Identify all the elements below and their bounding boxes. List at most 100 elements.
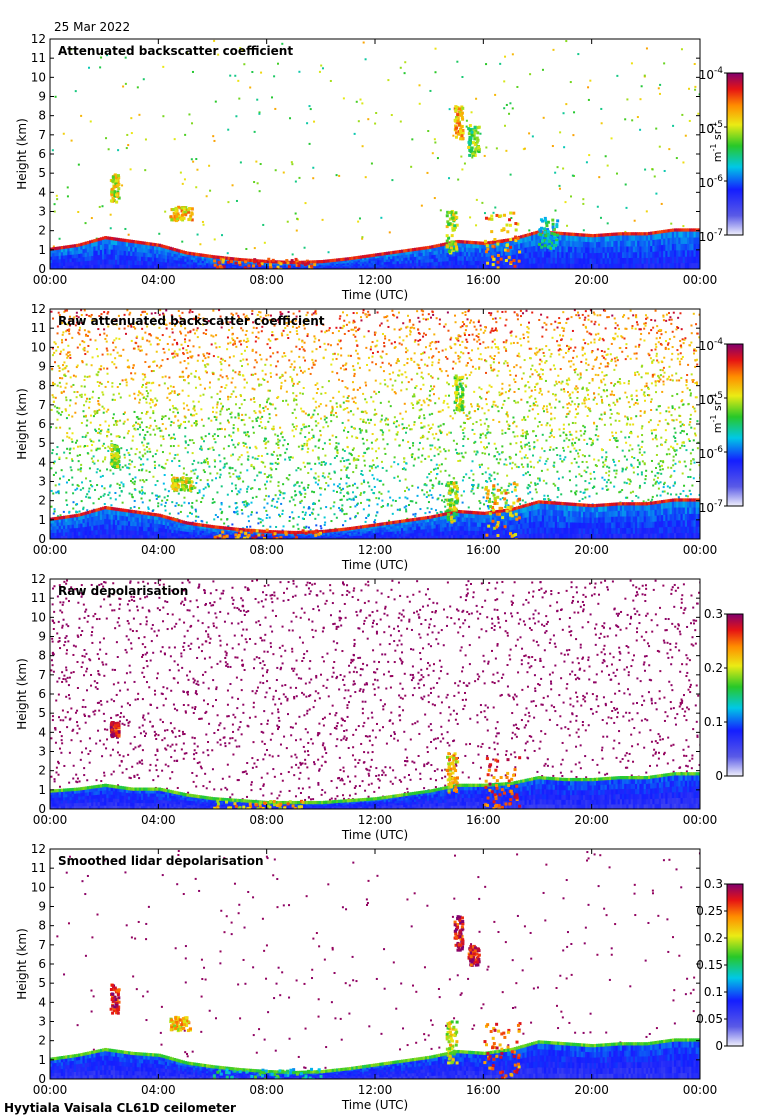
noise-cell bbox=[668, 148, 671, 151]
noise-cell bbox=[525, 443, 528, 446]
cloud-cell bbox=[290, 259, 294, 263]
aerosol-cell bbox=[463, 260, 467, 266]
aerosol-cell bbox=[585, 257, 588, 264]
noise-cell bbox=[545, 360, 548, 363]
aerosol-cell bbox=[474, 251, 478, 257]
noise-cell bbox=[650, 318, 653, 321]
noise-cell bbox=[353, 132, 356, 135]
noise-cell bbox=[534, 388, 537, 391]
aerosol-cell bbox=[180, 263, 183, 267]
noise-cell bbox=[448, 108, 451, 111]
noise-cell bbox=[52, 462, 55, 465]
aerosol-cell bbox=[431, 254, 435, 259]
aerosol-cell bbox=[578, 263, 582, 269]
aerosol-cell bbox=[687, 262, 690, 269]
noise-cell bbox=[248, 416, 251, 419]
aerosol-cell bbox=[515, 248, 519, 255]
noise-cell bbox=[163, 351, 166, 354]
aerosol-cell bbox=[485, 264, 489, 269]
aerosol-cell bbox=[492, 247, 495, 253]
noise-cell bbox=[138, 113, 141, 116]
noise-cell bbox=[338, 483, 341, 486]
aerosol-cell bbox=[301, 266, 305, 269]
noise-cell bbox=[169, 392, 172, 395]
cloud-cell bbox=[490, 217, 494, 221]
aerosol-cell bbox=[136, 247, 140, 253]
noise-cell bbox=[483, 412, 486, 415]
aerosol-cell bbox=[169, 262, 172, 267]
aerosol-cell bbox=[104, 258, 107, 265]
layer-top-cell bbox=[385, 251, 389, 256]
aerosol-cell bbox=[355, 263, 359, 266]
aerosol-cell bbox=[314, 265, 318, 268]
noise-cell bbox=[251, 349, 254, 352]
aerosol-cell bbox=[559, 257, 562, 264]
aerosol-cell bbox=[108, 263, 112, 269]
noise-cell bbox=[322, 357, 325, 360]
cloud-cell bbox=[446, 220, 450, 224]
aerosol-cell bbox=[390, 261, 393, 265]
layer-top-cell bbox=[604, 233, 608, 237]
aerosol-cell bbox=[559, 251, 562, 258]
aerosol-cell bbox=[342, 261, 346, 264]
noise-cell bbox=[685, 384, 688, 387]
noise-cell bbox=[241, 512, 244, 515]
noise-cell bbox=[471, 333, 474, 336]
noise-cell bbox=[279, 426, 282, 429]
noise-cell bbox=[271, 499, 274, 502]
noise-cell bbox=[470, 403, 473, 406]
layer-top-cell bbox=[559, 231, 562, 236]
noise-cell bbox=[242, 444, 245, 447]
aerosol-cell bbox=[71, 250, 75, 255]
aerosol-cell bbox=[414, 262, 417, 267]
noise-cell bbox=[80, 395, 83, 398]
aerosol-cell bbox=[58, 252, 62, 256]
aerosol-cell bbox=[173, 250, 177, 254]
aerosol-cell bbox=[91, 251, 94, 257]
layer-top-cell bbox=[357, 255, 361, 259]
noise-cell bbox=[416, 372, 419, 375]
aerosol-cell bbox=[314, 267, 318, 269]
noise-cell bbox=[67, 370, 70, 373]
noise-cell bbox=[689, 452, 692, 455]
noise-cell bbox=[119, 396, 122, 399]
aerosol-cell bbox=[637, 251, 640, 258]
aerosol-cell bbox=[635, 251, 638, 258]
layer-top-cell bbox=[457, 239, 461, 244]
aerosol-cell bbox=[262, 263, 266, 265]
noise-cell bbox=[426, 507, 429, 510]
noise-cell bbox=[209, 189, 212, 192]
cloud-cell bbox=[543, 236, 547, 240]
noise-cell bbox=[93, 462, 96, 465]
aerosol-cell bbox=[580, 252, 584, 259]
aerosol-cell bbox=[327, 267, 331, 269]
aerosol-cell bbox=[650, 257, 653, 264]
noise-cell bbox=[542, 351, 545, 354]
noise-cell bbox=[595, 425, 598, 428]
noise-cell bbox=[83, 379, 86, 382]
aerosol-cell bbox=[73, 246, 77, 251]
aerosol-cell bbox=[329, 263, 333, 266]
noise-cell bbox=[629, 480, 632, 483]
cloud-cell bbox=[468, 124, 472, 128]
cloud-cell bbox=[453, 224, 457, 228]
noise-cell bbox=[478, 499, 481, 502]
aerosol-cell bbox=[531, 240, 534, 247]
noise-cell bbox=[420, 309, 423, 312]
aerosol-cell bbox=[359, 267, 363, 269]
aerosol-cell bbox=[522, 258, 526, 265]
noise-cell bbox=[436, 157, 439, 160]
aerosol-cell bbox=[695, 249, 699, 257]
noise-cell bbox=[457, 357, 460, 360]
noise-cell bbox=[253, 366, 256, 369]
aerosol-cell bbox=[318, 265, 322, 268]
aerosol-cell bbox=[648, 234, 651, 241]
noise-cell bbox=[361, 473, 364, 476]
noise-cell bbox=[380, 492, 383, 495]
noise-cell bbox=[133, 424, 136, 427]
noise-cell bbox=[230, 381, 233, 384]
layer-top-cell bbox=[637, 232, 640, 236]
aerosol-cell bbox=[427, 265, 430, 269]
aerosol-cell bbox=[67, 261, 71, 266]
cloud-cell bbox=[111, 179, 115, 183]
